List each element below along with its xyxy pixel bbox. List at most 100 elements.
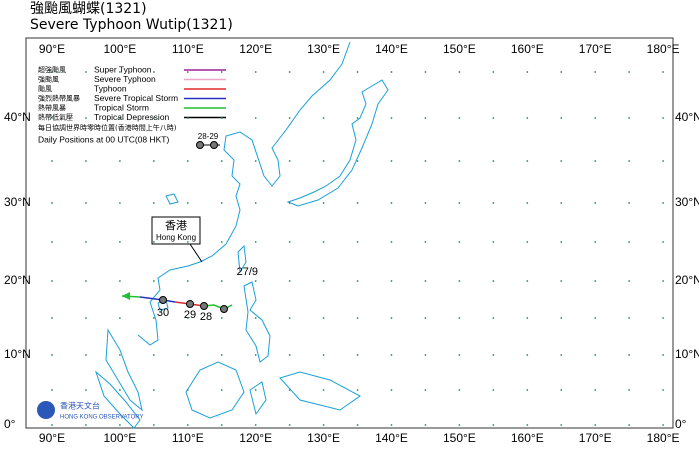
grid-dot <box>458 280 461 282</box>
grid-dot <box>662 160 664 162</box>
grid-dot <box>560 354 563 356</box>
grid-dot <box>662 389 664 391</box>
grid-dot <box>492 389 495 391</box>
grid-dot <box>288 241 291 243</box>
grid-dot <box>119 202 121 204</box>
grid-dot <box>322 117 325 119</box>
grid-dot <box>356 117 359 119</box>
grid-dot <box>254 71 257 73</box>
grid-dot <box>186 280 189 282</box>
legend-en: Severe Tropical Storm <box>94 93 178 103</box>
grid-dot <box>662 241 664 243</box>
grid-dot <box>356 389 359 391</box>
grid-dot <box>628 424 631 426</box>
grid-dot <box>220 202 223 204</box>
grid-dot <box>424 424 427 426</box>
grid-dot <box>322 389 325 391</box>
grid-dot <box>628 389 631 391</box>
coastline <box>165 193 179 205</box>
lat-label: 20°N <box>4 273 31 287</box>
grid-dot <box>526 71 529 73</box>
grid-dot <box>628 354 631 356</box>
grid-dot <box>390 424 393 426</box>
lon-label: 170°E <box>579 42 612 56</box>
legend-note-zh: 每日協調世界時零時位置(香港時間上午八時) <box>38 123 177 132</box>
grid-dot <box>662 117 664 119</box>
grid-dot <box>85 280 87 282</box>
track-position <box>159 296 167 304</box>
grid-dot <box>594 317 597 319</box>
grid-dot <box>254 241 257 243</box>
grid-dot <box>424 71 427 73</box>
grid-dot <box>390 354 393 356</box>
grid-dot <box>85 354 87 356</box>
grid-dot <box>662 280 664 282</box>
grid-dot <box>220 354 223 356</box>
grid-dot <box>628 160 631 162</box>
grid-dot <box>390 280 393 282</box>
lon-label: 160°E <box>511 431 544 445</box>
grid-dot <box>560 202 563 204</box>
grid-dot <box>390 202 393 204</box>
grid-dot <box>51 389 53 391</box>
grid-dot <box>492 160 495 162</box>
callout-box <box>151 216 201 245</box>
grid-dot <box>322 241 325 243</box>
lat-label: 40°N <box>4 110 31 124</box>
grid-dot <box>628 71 631 73</box>
grid-dot <box>458 202 461 204</box>
grid-dot <box>628 202 631 204</box>
grid-dot <box>424 354 427 356</box>
grid-dot <box>152 354 155 356</box>
grid-dot <box>152 71 155 73</box>
grid-dot <box>526 280 529 282</box>
grid-dot <box>51 202 53 204</box>
legend-zh: 颱風 <box>38 84 52 93</box>
grid-dot <box>220 160 223 162</box>
lat-label: 30°N <box>4 195 31 209</box>
grid-dot <box>662 424 664 426</box>
callout-pointer <box>189 243 203 263</box>
lon-label: 110°E <box>172 431 204 445</box>
lat-label: 0° <box>4 417 16 431</box>
lon-label: 100°E <box>103 431 136 445</box>
grid-dot <box>288 424 291 426</box>
grid-dot <box>390 117 393 119</box>
grid-dot <box>186 71 189 73</box>
legend-zh: 超強颱風 <box>38 65 66 74</box>
legend-zh: 熱帶低氣壓 <box>38 113 73 122</box>
grid-dot <box>526 117 529 119</box>
grid-dot <box>390 317 393 319</box>
grid-dot <box>492 71 495 73</box>
grid-dot <box>152 241 155 243</box>
grid-dot <box>628 317 631 319</box>
lon-label: 120°E <box>239 42 272 56</box>
grid-dot <box>152 424 155 426</box>
grid-dot <box>322 354 325 356</box>
hong-kong-zh: 香港 <box>165 219 187 232</box>
coastline <box>105 328 143 412</box>
grid-dot <box>492 354 495 356</box>
grid-dot <box>662 354 664 356</box>
grid-dot <box>220 280 223 282</box>
grid-dot <box>356 71 359 73</box>
grid-dot <box>119 117 121 119</box>
grid-dot <box>119 424 121 426</box>
grid-dot <box>254 389 257 391</box>
grid-dot <box>85 424 87 426</box>
grid-dot <box>458 241 461 243</box>
grid-dot <box>356 354 359 356</box>
lon-label: 150°E <box>443 42 476 56</box>
coastline <box>137 41 351 346</box>
grid-dot <box>356 424 359 426</box>
legend-sample-symbol <box>210 141 218 149</box>
grid-dot <box>458 117 461 119</box>
grid-dot <box>390 241 393 243</box>
grid-dot <box>492 202 495 204</box>
lon-label: 150°E <box>443 431 476 445</box>
lon-label: 140°E <box>375 42 408 56</box>
grid-dot <box>526 202 529 204</box>
legend-en: Typhoon <box>94 83 127 93</box>
